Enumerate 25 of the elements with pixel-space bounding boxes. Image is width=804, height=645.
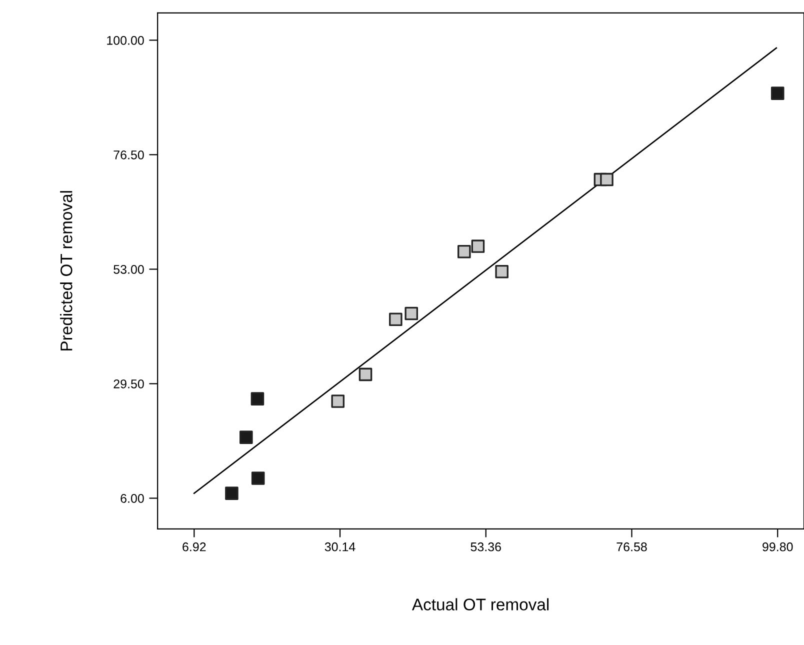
y-tick-label: 100.00 bbox=[107, 36, 144, 45]
point bbox=[495, 264, 508, 278]
y-tick-label: 6.00 bbox=[120, 494, 144, 503]
point bbox=[250, 392, 264, 406]
y-axis-title: Predicted OT removal bbox=[60, 191, 72, 350]
x-tick-label: 76.58 bbox=[616, 542, 647, 552]
y-tick-label: 76.50 bbox=[114, 150, 144, 160]
point bbox=[600, 172, 614, 186]
point bbox=[770, 86, 784, 100]
point bbox=[331, 394, 345, 408]
point bbox=[240, 430, 253, 444]
x-axis-title: Actual OT removal bbox=[412, 598, 549, 610]
y-tick-label: 29.50 bbox=[114, 380, 144, 388]
x-tick-label: 53.36 bbox=[470, 542, 501, 552]
point bbox=[404, 306, 418, 320]
x-tick-label: 6.92 bbox=[182, 542, 206, 552]
x-tick-label: 99.80 bbox=[762, 542, 793, 552]
point bbox=[358, 368, 372, 382]
point bbox=[251, 472, 265, 485]
point bbox=[458, 245, 471, 258]
x-tick-label: 30.14 bbox=[324, 542, 356, 552]
y-tick-label: 53.00 bbox=[114, 264, 144, 274]
point bbox=[389, 312, 402, 326]
point bbox=[225, 486, 238, 500]
point bbox=[471, 240, 485, 253]
